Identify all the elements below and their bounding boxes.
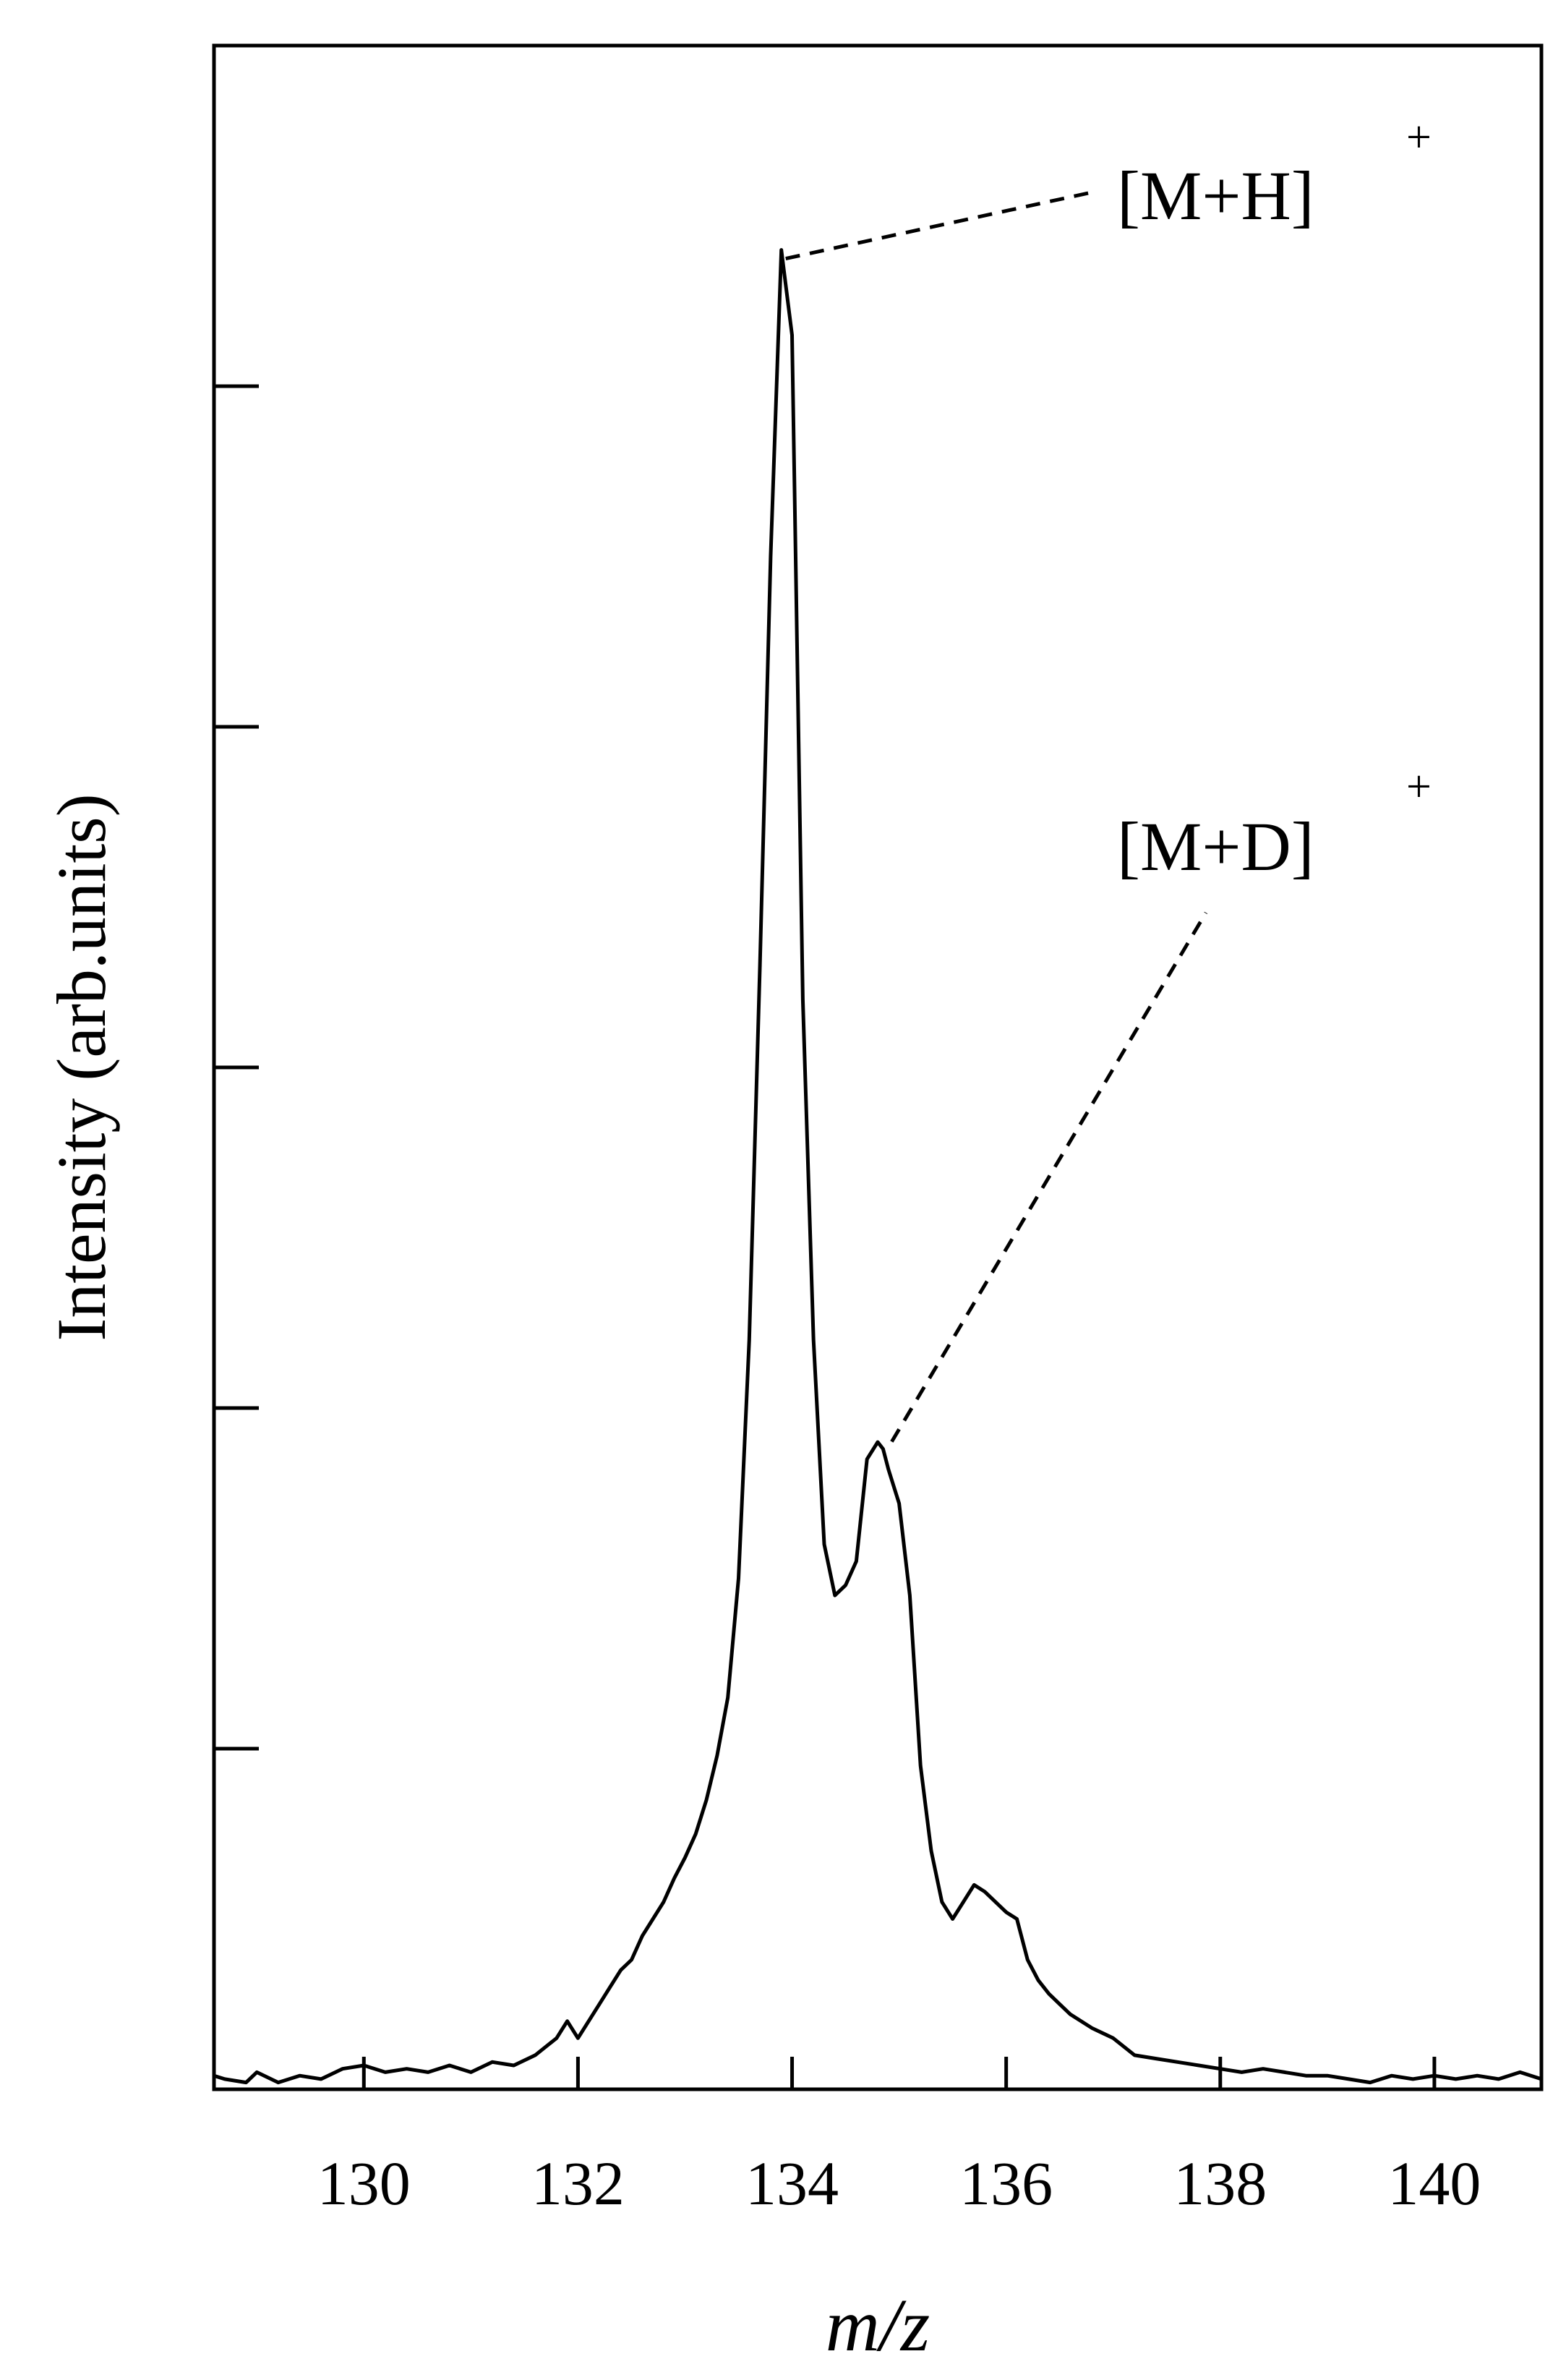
- x-tick-label: 134: [745, 2149, 839, 2218]
- x-tick-label: 138: [1173, 2149, 1267, 2218]
- annotation-leader-md: [890, 911, 1208, 1443]
- annotation-leader-mh: [785, 190, 1092, 261]
- annotation-mh-text: [M+H]: [1117, 157, 1314, 234]
- spectrum-line: [213, 248, 1542, 2085]
- x-tick-label: 140: [1387, 2149, 1481, 2218]
- annotation-mh-superscript: +: [1406, 113, 1432, 162]
- y-axis-title: Intensity (arb.units): [43, 793, 120, 1341]
- x-axis-title: m/z: [826, 2284, 930, 2367]
- plot-frame: [212, 43, 1544, 2091]
- annotation-md-superscript: +: [1406, 762, 1432, 811]
- y-axis-ticks: [214, 384, 259, 1751]
- x-axis-tick-labels: 130 132 134 136 138 140: [317, 2149, 1481, 2218]
- annotation-md-text: [M+D]: [1117, 808, 1314, 885]
- x-tick-label: 136: [959, 2149, 1053, 2218]
- annotation-md-label: [M+D]: [1117, 808, 1314, 885]
- x-tick-label: 130: [317, 2149, 411, 2218]
- x-axis-ticks: [361, 2057, 1437, 2089]
- x-tick-label: 132: [531, 2149, 625, 2218]
- annotation-mh-label: [M+H]: [1117, 157, 1314, 234]
